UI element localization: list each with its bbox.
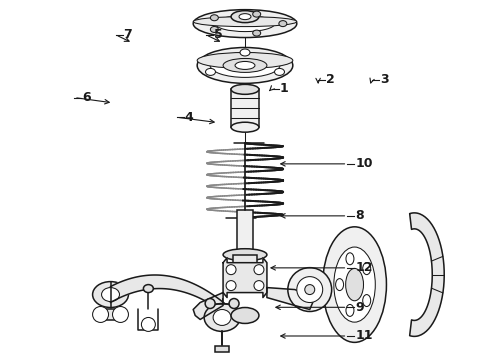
Text: 5: 5 [214,28,222,41]
Ellipse shape [345,269,364,301]
Ellipse shape [226,280,236,291]
Ellipse shape [210,27,219,32]
Bar [231,89,259,127]
Polygon shape [111,275,227,315]
Ellipse shape [297,276,323,302]
Ellipse shape [254,280,264,291]
Ellipse shape [288,268,332,311]
Ellipse shape [113,306,128,323]
Ellipse shape [231,307,259,323]
Ellipse shape [197,53,293,68]
Bar [233,255,257,269]
Text: 3: 3 [380,73,389,86]
Ellipse shape [274,68,285,75]
Bar [237,210,253,250]
Polygon shape [223,258,267,298]
Ellipse shape [223,249,267,261]
Ellipse shape [223,58,267,72]
Ellipse shape [197,48,293,84]
Text: 10: 10 [355,157,373,170]
Ellipse shape [239,14,251,20]
Text: 1: 1 [280,82,289,95]
Ellipse shape [101,288,120,302]
Ellipse shape [240,49,250,56]
Ellipse shape [235,62,255,69]
Ellipse shape [193,10,297,37]
Bar [96,309,125,320]
Ellipse shape [144,285,153,293]
Ellipse shape [215,15,275,32]
Polygon shape [267,288,313,310]
Ellipse shape [229,298,239,309]
Ellipse shape [231,84,259,94]
Text: 9: 9 [355,301,364,314]
Ellipse shape [231,11,259,23]
Ellipse shape [336,279,343,291]
Ellipse shape [204,303,240,332]
Ellipse shape [93,282,128,307]
Text: 6: 6 [82,91,91,104]
Ellipse shape [205,68,216,75]
Ellipse shape [226,265,236,275]
Ellipse shape [279,21,287,27]
Ellipse shape [363,263,370,275]
Bar [215,346,229,352]
Ellipse shape [363,294,370,306]
Ellipse shape [323,227,387,342]
Ellipse shape [193,17,297,27]
Text: 2: 2 [326,73,335,86]
Polygon shape [410,213,444,336]
Ellipse shape [93,306,108,323]
Text: 8: 8 [355,210,364,222]
Text: 7: 7 [123,28,132,41]
Ellipse shape [305,285,315,294]
Polygon shape [193,293,223,319]
Ellipse shape [346,253,354,265]
Ellipse shape [213,310,231,325]
Ellipse shape [210,15,219,21]
Ellipse shape [205,298,215,309]
Ellipse shape [253,30,261,36]
Ellipse shape [346,305,354,316]
Text: 4: 4 [185,111,193,124]
Ellipse shape [210,54,280,77]
Ellipse shape [231,122,259,132]
Text: 12: 12 [355,261,373,274]
Text: 11: 11 [355,329,373,342]
Ellipse shape [334,247,375,322]
Ellipse shape [254,265,264,275]
Ellipse shape [253,11,261,17]
Ellipse shape [142,318,155,332]
